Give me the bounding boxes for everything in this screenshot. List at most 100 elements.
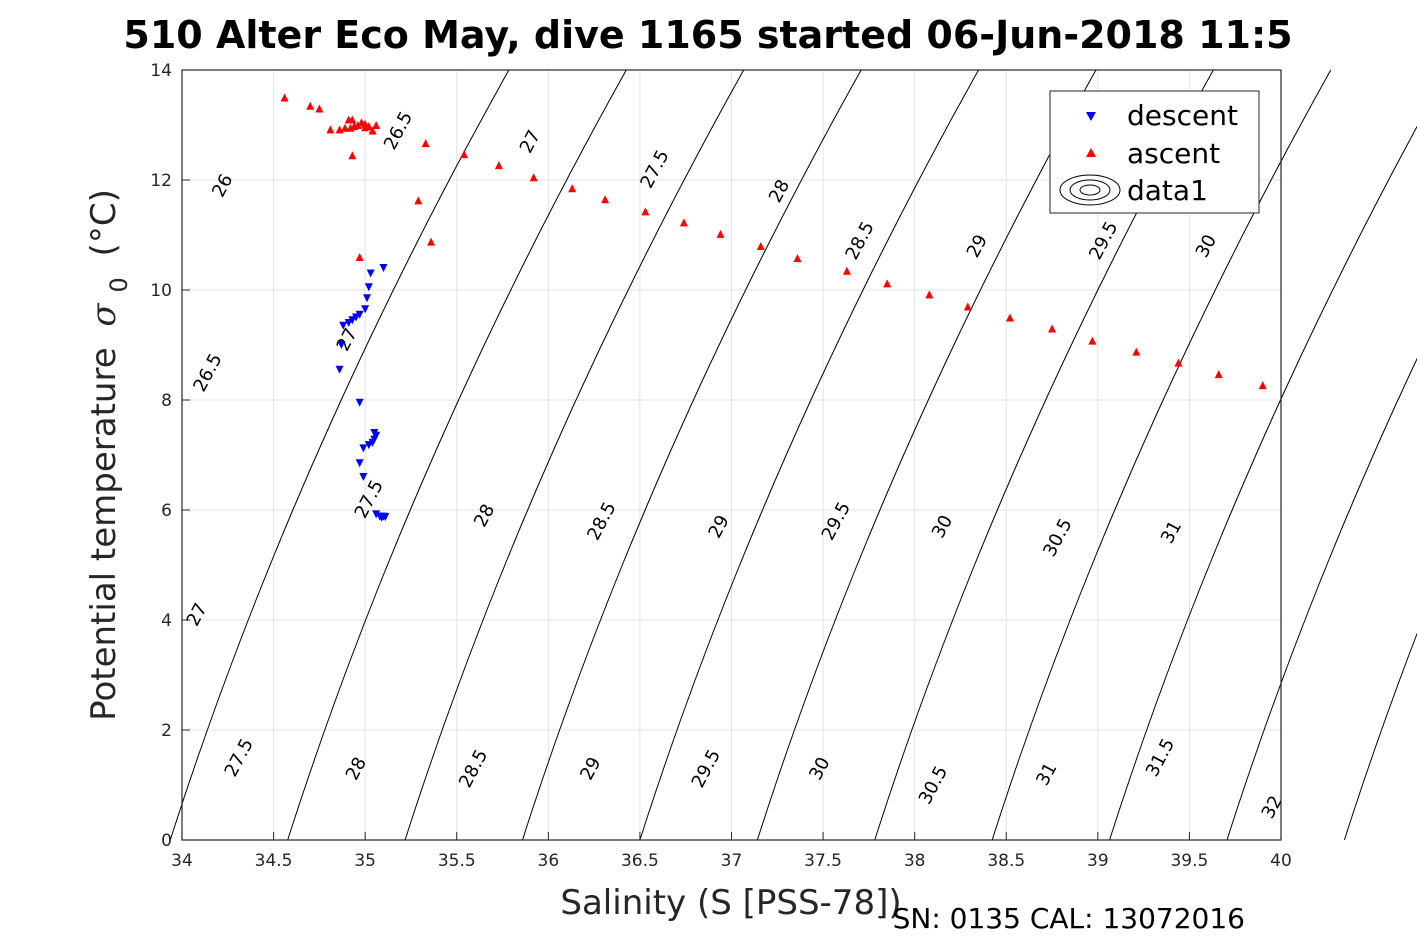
descent-point bbox=[366, 269, 375, 278]
x-tick-label: 34.5 bbox=[255, 851, 293, 871]
y-axis-label-symbol: σ bbox=[84, 303, 124, 327]
ascent-point bbox=[326, 125, 335, 134]
descent-point bbox=[352, 313, 361, 322]
ascent-point bbox=[1214, 370, 1223, 379]
descent-point bbox=[355, 459, 364, 468]
descent-point bbox=[361, 305, 370, 314]
y-tick-label: 10 bbox=[150, 281, 172, 301]
x-axis-label: Salinity (S [PSS-78]) bbox=[560, 883, 901, 923]
contour-line bbox=[169, 69, 510, 841]
x-tick-label: 34 bbox=[171, 851, 193, 871]
y-axis-label-main: Potential temperature bbox=[84, 347, 124, 720]
contour-line bbox=[1109, 125, 1417, 841]
ascent-point bbox=[427, 237, 436, 246]
ascent-point bbox=[1048, 324, 1057, 333]
ascent-point bbox=[306, 101, 315, 110]
ascent-point bbox=[421, 139, 430, 148]
ascent-point bbox=[348, 115, 357, 124]
contour-line bbox=[991, 69, 1332, 841]
x-tick-label: 39.5 bbox=[1170, 851, 1208, 871]
ascent-point bbox=[368, 126, 377, 135]
ascent-point bbox=[793, 254, 802, 263]
descent-point bbox=[364, 283, 373, 292]
x-tick-label: 35 bbox=[354, 851, 376, 871]
y-tick-label: 2 bbox=[161, 721, 172, 741]
legend-marker-data1 bbox=[1059, 174, 1121, 206]
ascent-point bbox=[335, 125, 344, 134]
descent-point bbox=[379, 264, 388, 272]
ascent-point bbox=[348, 151, 357, 160]
y-tick-label: 12 bbox=[150, 171, 172, 191]
contour-line bbox=[404, 69, 745, 841]
contour-line bbox=[287, 69, 627, 841]
ascent-point bbox=[280, 93, 289, 102]
ascent-point bbox=[529, 173, 538, 182]
y-axis-label: Potential temperature σ 0 (°C) bbox=[84, 189, 136, 721]
ascent-point bbox=[568, 184, 577, 193]
x-tick-label: 38.5 bbox=[987, 851, 1025, 871]
axis-ticks: 34 34.5 35 35.5 36 36.5 37 37.5 38 38.5 39 39.5 40 0 2… bbox=[150, 61, 1291, 871]
x-tick-label: 36.5 bbox=[621, 851, 659, 871]
ascent-point bbox=[679, 218, 688, 227]
x-tick-label: 36 bbox=[538, 851, 560, 871]
descent-point bbox=[335, 365, 344, 374]
chart-title: 510 Alter Eco May, dive 1165 started 06-… bbox=[123, 13, 1292, 57]
data-points bbox=[280, 93, 1267, 522]
ascent-point bbox=[460, 150, 469, 159]
contour-line bbox=[522, 69, 862, 841]
density-contours bbox=[169, 69, 1417, 841]
ascent-point bbox=[1088, 336, 1097, 345]
descent-point bbox=[359, 473, 368, 481]
descent-point bbox=[339, 321, 348, 330]
descent-point bbox=[355, 398, 364, 407]
descent-point bbox=[364, 441, 373, 450]
legend: descent ascent data1 bbox=[1049, 90, 1260, 214]
descent-point bbox=[337, 341, 346, 349]
ascent-point bbox=[1132, 347, 1141, 356]
x-tick-label: 35.5 bbox=[438, 851, 476, 871]
ascent-point bbox=[1258, 381, 1267, 390]
legend-label-data1: data1 bbox=[1127, 174, 1208, 207]
ascent-point bbox=[641, 207, 650, 216]
contour-line bbox=[756, 69, 1097, 841]
y-tick-label: 8 bbox=[161, 391, 172, 411]
contour-line bbox=[1343, 632, 1417, 841]
descent-point bbox=[344, 319, 353, 327]
descent-point bbox=[372, 510, 381, 519]
x-tick-label: 39 bbox=[1087, 851, 1109, 871]
ascent-point bbox=[494, 161, 503, 170]
ascent-point bbox=[346, 123, 355, 132]
ascent-point bbox=[341, 123, 350, 132]
y-tick-label: 0 bbox=[161, 831, 172, 851]
ascent-point bbox=[601, 195, 610, 204]
y-axis-label-subscript: 0 bbox=[105, 277, 133, 292]
descent-point bbox=[355, 310, 364, 319]
contour-line bbox=[639, 69, 979, 841]
legend-label-ascent: ascent bbox=[1127, 137, 1220, 170]
ascent-point bbox=[963, 302, 972, 311]
ascent-point bbox=[716, 229, 725, 238]
legend-box bbox=[1049, 90, 1260, 214]
contour-line bbox=[1226, 357, 1417, 841]
y-tick-label: 6 bbox=[161, 501, 172, 521]
descent-point bbox=[362, 294, 371, 303]
descent-point bbox=[381, 513, 390, 522]
ascent-point bbox=[883, 279, 892, 288]
x-tick-label: 38 bbox=[904, 851, 926, 871]
y-axis-label-unit: (°C) bbox=[84, 189, 124, 256]
ascent-point bbox=[315, 104, 324, 113]
ascent-point bbox=[925, 290, 934, 299]
ascent-point bbox=[372, 121, 381, 129]
y-tick-label: 14 bbox=[150, 61, 172, 81]
ascent-point bbox=[364, 122, 373, 131]
ascent-point bbox=[1174, 358, 1183, 367]
footer-serial-calibration: SN: 0135 CAL: 13072016 bbox=[893, 902, 1245, 935]
ascent-point bbox=[842, 266, 851, 275]
x-tick-label: 37 bbox=[721, 851, 743, 871]
x-tick-label: 40 bbox=[1270, 851, 1292, 871]
legend-marker-ascent bbox=[1086, 148, 1096, 157]
ascent-point bbox=[414, 196, 423, 205]
legend-label-descent: descent bbox=[1127, 99, 1238, 132]
ascent-point bbox=[355, 253, 364, 261]
